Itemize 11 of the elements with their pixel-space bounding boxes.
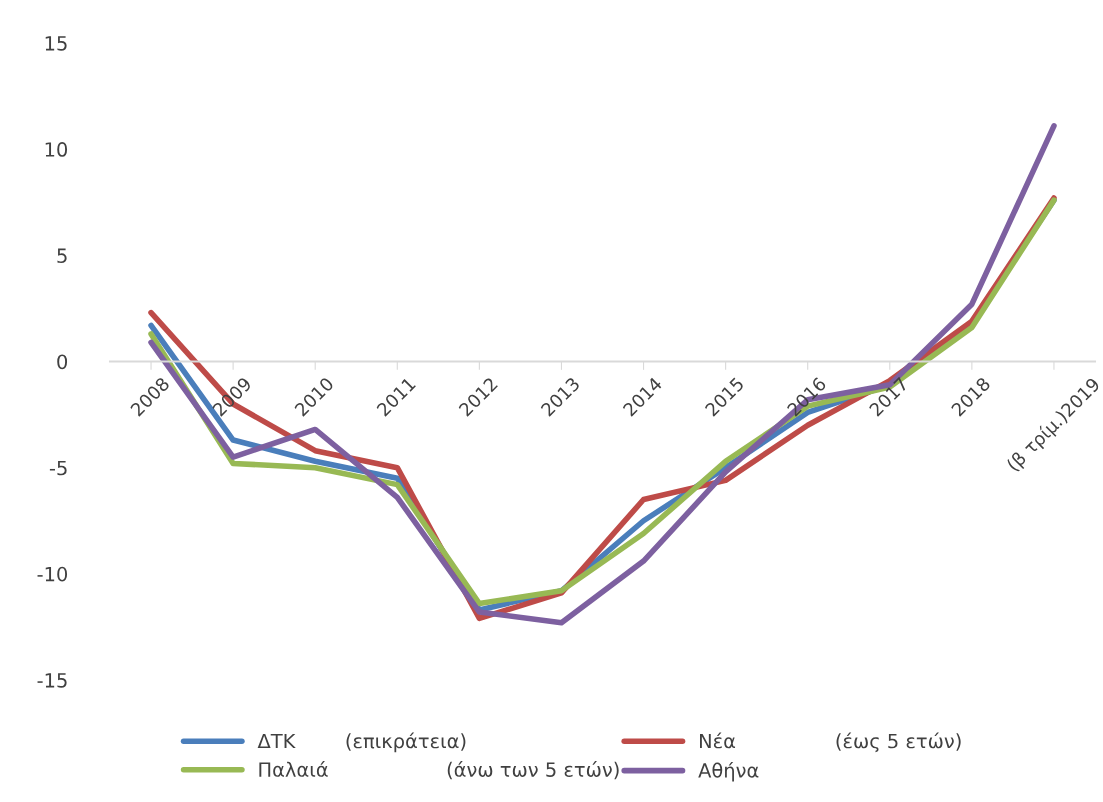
y-tick-label: 15 — [45, 36, 67, 51]
y-tick-label: 10 — [45, 142, 68, 157]
legend-label: Νέα (έως 5 ετών) — [700, 732, 961, 753]
y-tick-label: -10 — [37, 566, 68, 582]
legend-label: Αθήνα — [698, 761, 759, 782]
y-tick-label: -15 — [37, 673, 67, 688]
y-tick-label: -5 — [49, 460, 67, 476]
legend-label: Παλαιά (άνω των 5 ετών) — [259, 761, 619, 780]
y-tick-label: 5 — [57, 248, 67, 263]
y-tick-label: 0 — [57, 354, 68, 370]
legend-label: ΔΤΚ (επικράτεια) — [257, 732, 466, 753]
